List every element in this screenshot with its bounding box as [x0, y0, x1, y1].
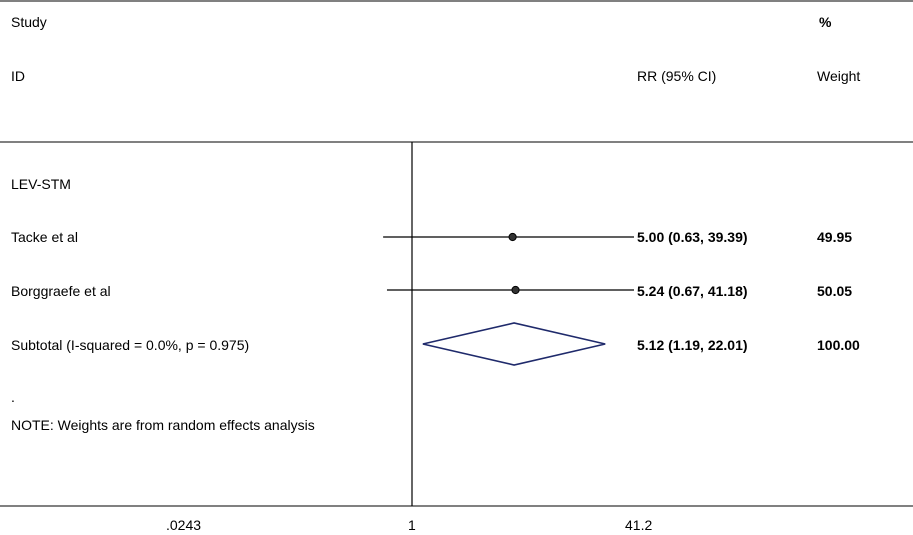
subtotal-ci-text: 5.12 (1.19, 22.01) [637, 337, 748, 353]
x-tick-label: 1 [408, 517, 416, 533]
x-tick-label: 41.2 [625, 517, 653, 533]
study-ci-text: 5.24 (0.67, 41.18) [637, 283, 748, 299]
group-label: LEV-STM [11, 176, 71, 192]
header-study: Study [11, 14, 47, 30]
x-tick-label: .0243 [166, 517, 202, 533]
note-text: NOTE: Weights are from random effects an… [11, 417, 315, 433]
study-weight-text: 49.95 [817, 229, 853, 245]
study-ci-text: 5.00 (0.63, 39.39) [637, 229, 748, 245]
point-estimate [508, 232, 517, 242]
subtotal-diamond [422, 322, 606, 366]
header-rr-ci: RR (95% CI) [637, 68, 717, 84]
header-id: ID [11, 68, 25, 84]
header-weight: Weight [817, 68, 861, 84]
study-weight-text: 50.05 [817, 283, 853, 299]
subtotal-label: Subtotal (I-squared = 0.0%, p = 0.975) [11, 337, 250, 353]
point-estimate [511, 285, 520, 295]
study-label: Tacke et al [11, 229, 78, 245]
header-percent: % [819, 14, 832, 30]
dot-marker: . [11, 389, 15, 405]
subtotal-weight-text: 100.00 [817, 337, 860, 353]
study-label: Borggraefe et al [11, 283, 111, 299]
